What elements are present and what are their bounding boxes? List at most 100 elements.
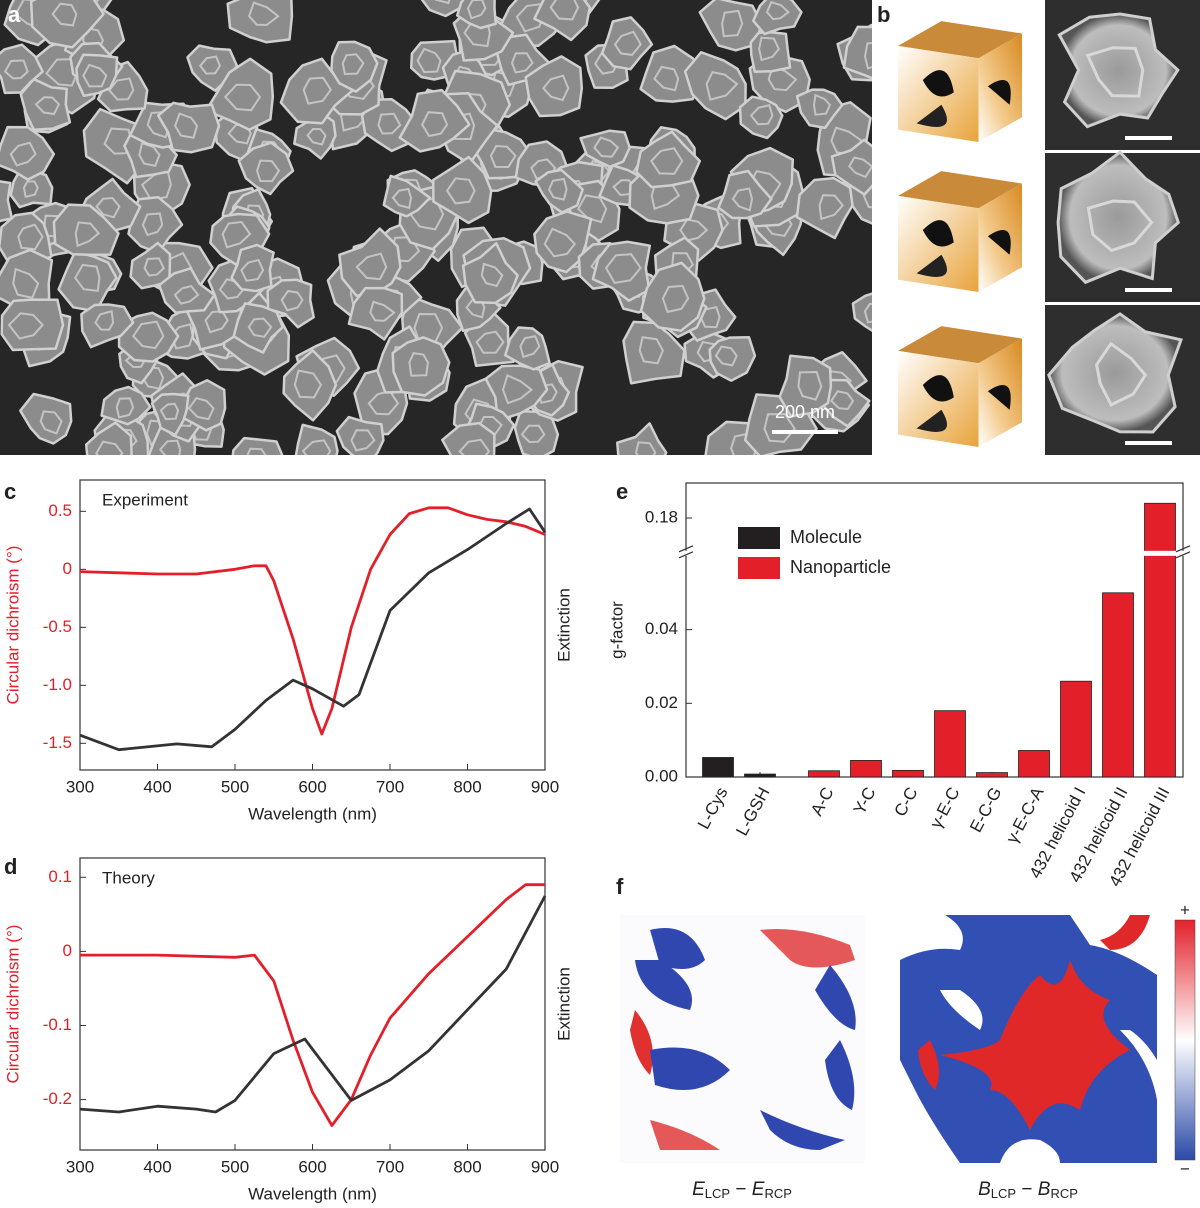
particle-ridge (221, 220, 252, 249)
particle (717, 169, 773, 220)
bar (850, 760, 882, 778)
y-tick-label: 0 (63, 559, 72, 578)
particle-ridge (377, 112, 402, 135)
sem-tiles (1045, 0, 1200, 455)
y-axis-label: Circular dichroism (°) (3, 546, 22, 705)
particle (237, 141, 295, 196)
particle-ridge (103, 127, 134, 155)
panel-label: a (8, 2, 21, 27)
particle-ridge (510, 52, 534, 74)
data-line (79, 506, 546, 736)
x-tick-label: 600 (298, 777, 326, 796)
panel-label: e (616, 479, 628, 504)
particle (0, 125, 56, 181)
scale-bar-label: 200 nm (775, 402, 835, 422)
particle-ridge (247, 1, 280, 26)
x-tick-label: 800 (453, 777, 481, 796)
particle (795, 88, 844, 130)
particle-ridge (863, 41, 872, 70)
particle-ridge (12, 267, 40, 299)
particle-ridge (9, 141, 37, 167)
x-tick-label: γ-E-C-A (1002, 783, 1047, 846)
axis-break-mark (678, 551, 694, 559)
bar (1018, 750, 1050, 778)
field-b-lobes (900, 915, 1157, 1163)
particle-ridge (143, 257, 166, 277)
particle (683, 51, 747, 121)
particle-ridge (138, 141, 161, 168)
particle-ridge (434, 0, 451, 5)
bar (702, 757, 734, 778)
particle-ridge (94, 310, 115, 331)
axis-break-mark (1175, 551, 1191, 559)
particle (778, 354, 833, 418)
particle-ridge (519, 335, 541, 359)
panel-label: c (4, 479, 16, 504)
particle-ridge (82, 63, 108, 88)
particle (266, 278, 315, 329)
x-tick-label: 900 (531, 777, 559, 796)
bar (1144, 502, 1176, 778)
field-e-lobes (630, 928, 856, 1150)
particle (382, 174, 432, 218)
cube-swirl (987, 230, 1011, 255)
axis-break-gap (683, 550, 689, 556)
particle-ridge (107, 77, 135, 101)
particle-ridge (650, 147, 684, 175)
particle (842, 25, 872, 80)
particle (441, 421, 496, 455)
particle-ridge (661, 284, 690, 314)
particle (19, 77, 72, 131)
panel-label: b (877, 2, 890, 27)
y-tick-label: 0 (63, 941, 72, 960)
particle-ridge (577, 194, 608, 224)
particle (391, 336, 451, 397)
panel-label: f (616, 874, 624, 899)
particle-ridge (421, 111, 449, 138)
particle-ridge (549, 0, 580, 21)
x-tick-label: 500 (221, 777, 249, 796)
axis-break-mark (1175, 545, 1191, 553)
particle-ridge (187, 397, 215, 421)
particle-ridge (95, 440, 124, 455)
particle (29, 0, 105, 49)
particle (534, 168, 584, 214)
cube-swirl (916, 409, 947, 432)
particle-ridge (466, 0, 487, 20)
y-tick-label: 0.1 (48, 867, 72, 886)
legend-swatch (738, 557, 780, 579)
bar (976, 772, 1008, 778)
particle (282, 349, 338, 422)
bar (1060, 680, 1092, 778)
annotation: Theory (102, 868, 155, 887)
x-tick-label: 800 (453, 1157, 481, 1176)
particle-ridge (501, 374, 534, 405)
particle-ridge (256, 159, 281, 183)
particle-ridge (247, 317, 273, 338)
particle (150, 392, 190, 437)
y-tick-label: 0.02 (645, 693, 678, 712)
sem-particles (0, 0, 872, 455)
plot-frame (79, 479, 546, 771)
particle-ridge (141, 212, 164, 237)
particle-ridge (22, 180, 39, 199)
y-tick-label: -1.5 (43, 733, 72, 752)
sem-particle (1056, 150, 1181, 285)
particle (830, 138, 872, 196)
field-sub: RCP (764, 1186, 791, 1201)
legend-label: Nanoparticle (790, 557, 891, 577)
particle (579, 129, 631, 169)
x-tick-label: 400 (143, 1157, 171, 1176)
particle-ridge (132, 320, 165, 350)
particle (52, 203, 120, 257)
particle-ridge (679, 218, 709, 242)
particle-ridge (74, 263, 101, 293)
particle-ridge (653, 65, 680, 92)
particle-ridge (95, 196, 121, 219)
particle (279, 57, 355, 125)
field-minus: − (1016, 1179, 1038, 1200)
particle-ridge (604, 253, 642, 285)
particle (204, 57, 275, 131)
particle (639, 261, 706, 332)
particle-ridge (593, 136, 620, 158)
